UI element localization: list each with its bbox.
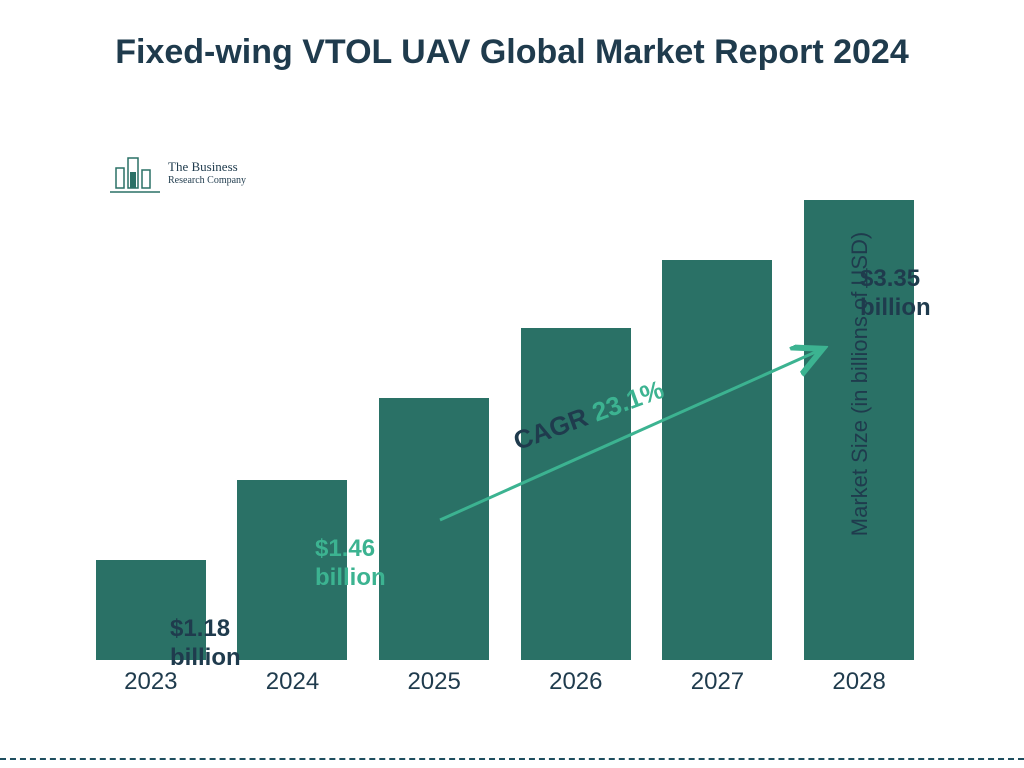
chart-title: Fixed-wing VTOL UAV Global Market Report… (0, 0, 1024, 74)
x-axis-label: 2027 (647, 668, 787, 696)
bar-wrapper: 2027 (647, 260, 787, 660)
x-axis-label: 2024 (222, 668, 362, 696)
bar-wrapper: 2026 (506, 328, 646, 660)
bar (662, 260, 772, 660)
bar (379, 398, 489, 660)
x-axis-label: 2025 (364, 668, 504, 696)
bars-container: 202320242025202620272028 (80, 160, 930, 660)
bar (521, 328, 631, 660)
chart-area: 202320242025202620272028 CAGR 23.1% $1.1… (80, 140, 930, 700)
x-axis-label: 2028 (789, 668, 929, 696)
x-axis-label: 2026 (506, 668, 646, 696)
value-label: $1.18billion (170, 615, 241, 673)
bottom-divider (0, 758, 1024, 760)
value-label: $1.46billion (315, 535, 386, 593)
bar-wrapper: 2025 (364, 398, 504, 660)
y-axis-label: Market Size (in billions of USD) (847, 232, 873, 536)
